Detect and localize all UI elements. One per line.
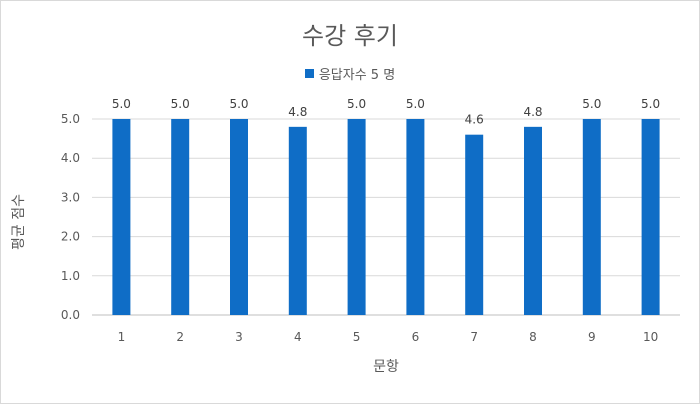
x-tick-label: 8 [529, 330, 537, 344]
data-label-9: 5.0 [582, 97, 601, 111]
x-tick-label: 10 [643, 330, 658, 344]
x-tick-label: 4 [294, 330, 302, 344]
y-tick-label: 4.0 [61, 151, 80, 165]
y-tick-label: 3.0 [61, 190, 80, 204]
y-tick-label: 0.0 [61, 308, 80, 322]
data-label-3: 5.0 [229, 97, 248, 111]
chart-title: 수강 후기 [302, 22, 398, 50]
data-label-7: 4.6 [465, 113, 484, 127]
legend-swatch [304, 69, 314, 78]
bar-1 [112, 119, 131, 315]
bar-7 [465, 134, 484, 315]
bar-3 [230, 119, 248, 315]
x-tick-label: 3 [235, 330, 243, 344]
bar-2 [171, 119, 190, 315]
data-label-8: 4.8 [523, 105, 542, 119]
data-label-5: 5.0 [347, 97, 366, 111]
bar-9 [582, 119, 601, 315]
legend-label: 응답자수 5 명 [318, 68, 396, 83]
x-axis-title: 문항 [373, 359, 399, 375]
x-tick-label: 9 [588, 330, 596, 344]
y-tick-label: 5.0 [61, 112, 80, 126]
data-label-10: 5.0 [641, 97, 660, 111]
bar-6 [406, 119, 425, 315]
x-tick-label: 7 [470, 330, 478, 344]
bar-8 [524, 126, 542, 315]
x-tick-label: 5 [353, 330, 361, 344]
data-label-4: 4.8 [288, 105, 307, 119]
bar-5 [347, 119, 366, 315]
x-tick-label: 1 [118, 330, 126, 344]
data-label-1: 5.0 [112, 97, 131, 111]
x-tick-label: 6 [412, 330, 420, 344]
legend: 응답자수 5 명 [0, 64, 700, 83]
x-tick-label: 2 [176, 330, 184, 344]
y-tick-label: 2.0 [61, 230, 80, 244]
data-label-2: 5.0 [171, 97, 190, 111]
y-tick-label: 1.0 [61, 269, 80, 283]
data-label-6: 5.0 [406, 97, 425, 111]
bar-4 [288, 126, 307, 315]
bar-10 [641, 119, 660, 315]
